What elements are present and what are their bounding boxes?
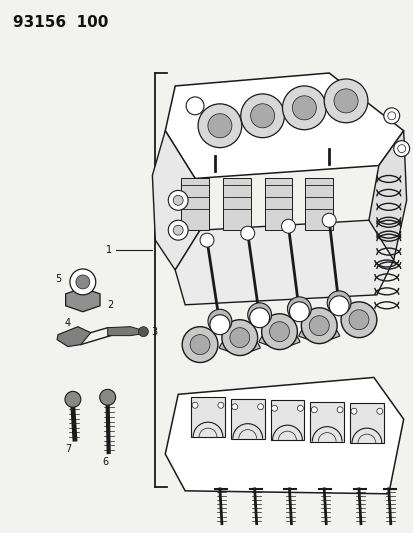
Wedge shape <box>219 334 260 356</box>
Circle shape <box>173 196 183 205</box>
FancyBboxPatch shape <box>270 400 304 440</box>
Circle shape <box>138 327 148 337</box>
Text: 7: 7 <box>65 444 71 454</box>
Circle shape <box>199 233 214 247</box>
Circle shape <box>336 407 342 413</box>
Circle shape <box>250 104 274 128</box>
Wedge shape <box>259 328 299 350</box>
Polygon shape <box>165 73 403 179</box>
Circle shape <box>249 308 269 328</box>
Circle shape <box>192 402 197 408</box>
FancyBboxPatch shape <box>222 179 250 230</box>
Circle shape <box>247 303 271 327</box>
Circle shape <box>393 141 408 157</box>
Polygon shape <box>165 377 403 494</box>
Circle shape <box>297 405 303 411</box>
FancyBboxPatch shape <box>310 402 343 441</box>
Polygon shape <box>66 288 100 312</box>
Circle shape <box>333 89 357 113</box>
Circle shape <box>323 79 367 123</box>
Polygon shape <box>57 327 90 346</box>
Circle shape <box>209 315 229 335</box>
Text: 5: 5 <box>55 274 61 284</box>
Polygon shape <box>107 327 143 336</box>
Circle shape <box>70 269 95 295</box>
Text: 2: 2 <box>107 300 114 310</box>
Polygon shape <box>175 220 393 305</box>
Circle shape <box>229 328 249 348</box>
Circle shape <box>173 225 183 235</box>
Circle shape <box>182 327 217 362</box>
Circle shape <box>240 94 284 138</box>
Polygon shape <box>152 131 199 270</box>
Circle shape <box>168 190 188 211</box>
Circle shape <box>190 335 209 354</box>
Circle shape <box>292 96 316 120</box>
Polygon shape <box>368 131 406 280</box>
Circle shape <box>261 314 297 350</box>
Circle shape <box>271 405 277 411</box>
Circle shape <box>221 320 257 356</box>
Circle shape <box>321 213 335 227</box>
Circle shape <box>376 408 382 414</box>
Text: 93156  100: 93156 100 <box>13 15 109 30</box>
FancyBboxPatch shape <box>264 179 292 230</box>
Circle shape <box>207 309 231 333</box>
Circle shape <box>383 108 399 124</box>
Circle shape <box>100 389 115 405</box>
FancyBboxPatch shape <box>191 397 224 437</box>
Circle shape <box>311 407 316 413</box>
Circle shape <box>197 104 241 148</box>
Circle shape <box>231 404 237 410</box>
FancyBboxPatch shape <box>230 399 264 439</box>
FancyBboxPatch shape <box>305 179 332 230</box>
Text: 3: 3 <box>151 327 157 337</box>
Text: 4: 4 <box>65 318 71 328</box>
Circle shape <box>257 404 263 410</box>
Circle shape <box>207 114 231 138</box>
Circle shape <box>168 220 188 240</box>
Circle shape <box>328 296 348 316</box>
Circle shape <box>348 310 368 330</box>
Circle shape <box>301 308 336 344</box>
Circle shape <box>309 316 328 336</box>
FancyBboxPatch shape <box>181 179 209 230</box>
Circle shape <box>287 297 311 321</box>
Text: 1: 1 <box>105 245 112 255</box>
Circle shape <box>76 275 90 289</box>
Circle shape <box>326 291 350 315</box>
Circle shape <box>340 302 376 337</box>
Circle shape <box>240 226 254 240</box>
Wedge shape <box>298 322 339 344</box>
Circle shape <box>281 219 295 233</box>
FancyBboxPatch shape <box>349 403 383 443</box>
Circle shape <box>269 322 289 342</box>
Circle shape <box>65 391 81 407</box>
Circle shape <box>289 302 309 322</box>
Circle shape <box>282 86 325 130</box>
Circle shape <box>186 97 204 115</box>
Circle shape <box>350 408 356 414</box>
Circle shape <box>217 402 223 408</box>
Text: 6: 6 <box>102 457 109 467</box>
